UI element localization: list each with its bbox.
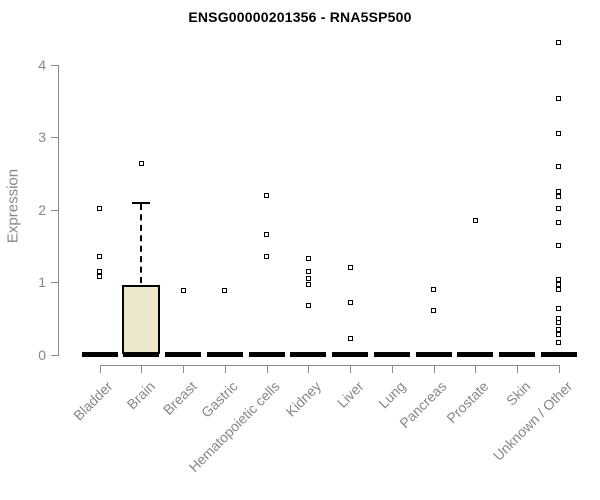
outlier-point bbox=[556, 331, 562, 337]
x-tick bbox=[183, 365, 184, 373]
x-axis-category-label: Skin bbox=[502, 378, 534, 409]
outlier-point bbox=[305, 281, 311, 287]
y-tick bbox=[51, 64, 59, 66]
x-tick bbox=[224, 365, 226, 373]
x-axis-category-label: Bladder bbox=[70, 378, 116, 424]
median-bar bbox=[415, 352, 452, 357]
outlier-point bbox=[556, 340, 562, 346]
outlier-point bbox=[97, 268, 102, 274]
median-bar bbox=[248, 352, 285, 357]
outlier-point bbox=[556, 220, 562, 226]
outlier-point bbox=[305, 256, 311, 262]
outlier-point bbox=[180, 288, 186, 294]
x-axis-category-label: Brain bbox=[123, 378, 158, 413]
outlier-point bbox=[347, 265, 353, 271]
x-axis-category-label: Kidney bbox=[282, 378, 325, 420]
outlier-point bbox=[556, 194, 562, 200]
median-bar bbox=[123, 352, 160, 357]
box-iqr bbox=[122, 284, 161, 355]
x-tick bbox=[433, 365, 435, 373]
y-tick bbox=[51, 282, 59, 284]
x-tick bbox=[308, 365, 310, 373]
x-tick bbox=[558, 365, 560, 373]
x-axis-line bbox=[99, 365, 560, 366]
median-bar bbox=[206, 352, 243, 357]
median-bar bbox=[373, 352, 410, 357]
outlier-point bbox=[431, 286, 436, 292]
outlier-point bbox=[264, 193, 269, 199]
outlier-point bbox=[264, 231, 269, 237]
outlier-point bbox=[305, 275, 311, 281]
outlier-point bbox=[556, 206, 562, 212]
outlier-point bbox=[97, 254, 102, 260]
outlier-point bbox=[556, 243, 562, 249]
y-tick bbox=[51, 209, 59, 211]
outlier-point bbox=[556, 95, 562, 101]
x-axis-category-label: Breast bbox=[159, 378, 200, 418]
median-bar bbox=[540, 352, 577, 357]
upper-whisker bbox=[140, 203, 143, 283]
whisker-cap bbox=[132, 201, 151, 204]
y-tick-label: 2 bbox=[38, 201, 46, 218]
y-tick bbox=[51, 137, 59, 139]
outlier-point bbox=[97, 206, 102, 212]
x-tick bbox=[99, 365, 101, 373]
outlier-point bbox=[556, 131, 562, 137]
x-tick bbox=[266, 365, 268, 373]
outlier-point bbox=[431, 307, 436, 313]
y-tick-label: 4 bbox=[38, 56, 46, 73]
x-axis-category-label: Liver bbox=[333, 378, 367, 411]
median-bar bbox=[499, 352, 535, 357]
y-tick bbox=[51, 354, 59, 356]
outlier-point bbox=[556, 286, 562, 292]
outlier-point bbox=[556, 305, 562, 311]
x-tick bbox=[517, 365, 518, 373]
x-tick bbox=[391, 365, 393, 373]
outlier-point bbox=[556, 320, 562, 326]
outlier-point bbox=[222, 288, 228, 294]
outlier-point bbox=[264, 254, 269, 260]
y-tick-label: 0 bbox=[38, 346, 46, 363]
x-axis-category-label: Prostate bbox=[443, 378, 492, 427]
median-bar bbox=[457, 352, 494, 357]
x-axis-category-label: Lung bbox=[374, 378, 409, 412]
outlier-point bbox=[138, 160, 144, 166]
y-tick-label: 1 bbox=[38, 274, 46, 291]
median-bar bbox=[290, 352, 327, 357]
outlier-point bbox=[347, 336, 353, 342]
median-bar bbox=[332, 352, 368, 357]
outlier-point bbox=[556, 164, 562, 170]
chart-title: ENSG00000201356 - RNA5SP500 bbox=[188, 9, 412, 25]
outlier-point bbox=[472, 218, 478, 224]
x-tick bbox=[350, 365, 351, 373]
outlier-point bbox=[347, 299, 353, 305]
outlier-point bbox=[305, 269, 311, 275]
x-axis-category-label: Unknown / Other bbox=[489, 378, 576, 464]
median-bar bbox=[81, 352, 118, 357]
outlier-point bbox=[305, 302, 311, 308]
outlier-point bbox=[556, 326, 562, 332]
outlier-point bbox=[556, 39, 562, 45]
x-tick bbox=[475, 365, 477, 373]
median-bar bbox=[165, 352, 201, 357]
outlier-point bbox=[556, 276, 562, 282]
y-tick-label: 3 bbox=[38, 129, 46, 146]
outlier-point bbox=[556, 189, 562, 195]
x-tick bbox=[141, 365, 143, 373]
outlier-point bbox=[97, 273, 102, 279]
outlier-point bbox=[556, 281, 562, 287]
